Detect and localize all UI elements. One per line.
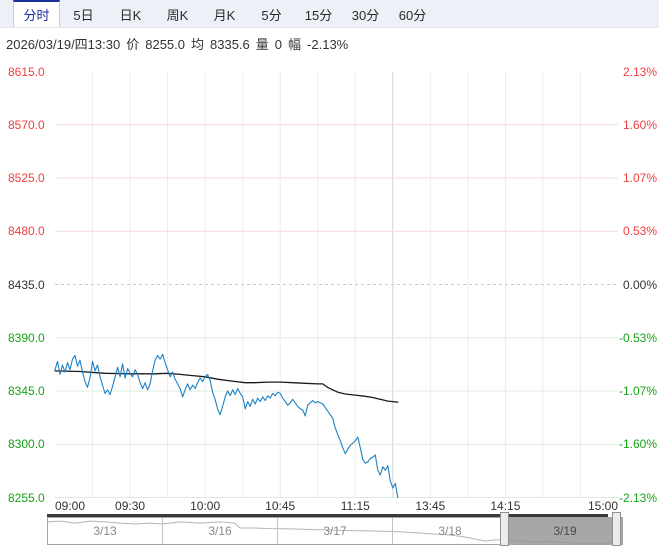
tab-5min[interactable]: 5分 xyxy=(261,8,282,23)
pct-tick: -0.53% xyxy=(618,330,657,345)
price-tick: 8570.0 xyxy=(8,117,45,132)
price-tick: 8615.0 xyxy=(8,64,45,79)
pct-tick: 0.53% xyxy=(622,224,657,239)
price-tick: 8300.0 xyxy=(8,437,45,452)
quote-datetime: 2026/03/19/四13:30 xyxy=(6,37,121,52)
price-tick: 8345.0 xyxy=(8,384,45,398)
pct-tick: -1.60% xyxy=(618,437,657,452)
price-tick-prev-close: 8435.0 xyxy=(8,277,45,292)
pct-tick: 1.60% xyxy=(622,117,657,132)
volume-value: 0 xyxy=(274,37,283,52)
range-value: -2.13% xyxy=(307,37,349,52)
range-handle-left[interactable] xyxy=(500,512,509,546)
tab-fenshi[interactable]: 分时 xyxy=(13,0,60,27)
tab-month-k[interactable]: 月K xyxy=(213,8,236,23)
nav-day-3[interactable]: 3/17 xyxy=(277,518,392,544)
time-tick: 09:00 xyxy=(55,499,86,513)
pct-tick: -2.13% xyxy=(618,490,657,505)
quote-info-bar: 2026/03/19/四13:30 价 8255.0 均 8335.6 量 0 幅 -2.13% xyxy=(6,34,354,52)
price-label: 价 xyxy=(126,37,140,52)
time-tick: 11:15 xyxy=(340,499,370,513)
tab-60min[interactable]: 60分 xyxy=(398,8,427,23)
price-tick: 8390.0 xyxy=(8,330,45,345)
price-tick: 8480.0 xyxy=(8,224,45,239)
time-tick: 10:45 xyxy=(265,499,296,513)
time-tick: 14:15 xyxy=(490,499,521,513)
price-tick: 8525.0 xyxy=(8,171,45,185)
time-tick: 15:00 xyxy=(587,499,618,513)
date-range-navigator: 3/13 3/16 3/17 3/18 3/19 xyxy=(47,517,623,545)
price-tick: 8255.0 xyxy=(8,490,45,505)
time-tick: 10:00 xyxy=(190,499,221,513)
avg-value: 8335.6 xyxy=(210,37,250,52)
tab-30min[interactable]: 30分 xyxy=(351,8,380,23)
range-handle-right[interactable] xyxy=(612,512,621,546)
pct-tick: -1.07% xyxy=(618,384,657,398)
tab-daily-k[interactable]: 日K xyxy=(119,8,142,23)
price-value: 8255.0 xyxy=(145,37,185,52)
nav-day-1[interactable]: 3/13 xyxy=(93,524,117,538)
nav-day-5-selected[interactable]: 3/19 xyxy=(507,518,622,544)
tab-5day[interactable]: 5日 xyxy=(73,8,94,23)
pct-tick: 1.07% xyxy=(622,171,657,185)
x-axis-baseline xyxy=(47,514,608,517)
avg-label: 均 xyxy=(191,37,205,52)
pct-tick: 2.13% xyxy=(622,64,657,79)
nav-day-4[interactable]: 3/18 xyxy=(392,518,507,544)
range-label: 幅 xyxy=(288,37,302,52)
time-tick: 13:45 xyxy=(415,499,446,513)
time-tick: 09:30 xyxy=(115,499,146,513)
pct-tick-zero: 0.00% xyxy=(622,277,657,292)
volume-label: 量 xyxy=(255,37,269,52)
tab-week-k[interactable]: 周K xyxy=(166,8,189,23)
tab-15min[interactable]: 15分 xyxy=(304,8,333,23)
nav-day-2[interactable]: 3/16 xyxy=(162,518,277,544)
period-tabbar: 分时 5日 日K 周K 月K 5分 15分 30分 60分 xyxy=(0,0,659,28)
